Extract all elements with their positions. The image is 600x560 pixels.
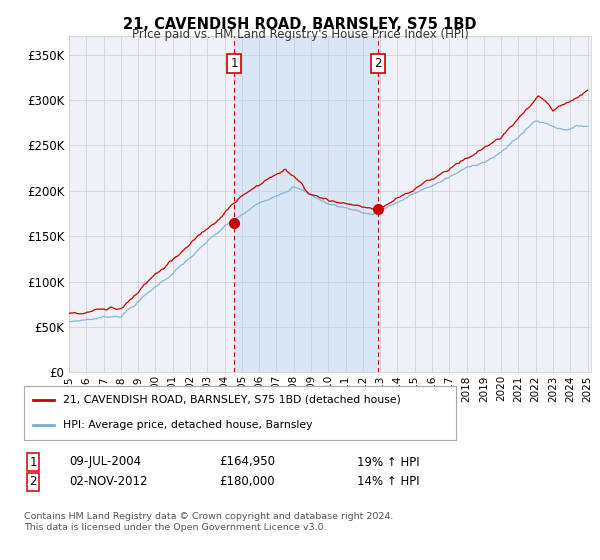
Text: £164,950: £164,950 — [219, 455, 275, 469]
Text: HPI: Average price, detached house, Barnsley: HPI: Average price, detached house, Barn… — [63, 419, 313, 430]
Text: 21, CAVENDISH ROAD, BARNSLEY, S75 1BD (detached house): 21, CAVENDISH ROAD, BARNSLEY, S75 1BD (d… — [63, 395, 401, 405]
Text: 1: 1 — [230, 57, 238, 70]
Bar — [234, 36, 378, 372]
Text: 21, CAVENDISH ROAD, BARNSLEY, S75 1BD: 21, CAVENDISH ROAD, BARNSLEY, S75 1BD — [123, 17, 477, 32]
Text: 02-NOV-2012: 02-NOV-2012 — [69, 475, 148, 488]
Text: 2: 2 — [374, 57, 382, 70]
Text: 19% ↑ HPI: 19% ↑ HPI — [357, 455, 419, 469]
Text: £180,000: £180,000 — [219, 475, 275, 488]
Text: Price paid vs. HM Land Registry's House Price Index (HPI): Price paid vs. HM Land Registry's House … — [131, 28, 469, 41]
Text: Contains HM Land Registry data © Crown copyright and database right 2024.
This d: Contains HM Land Registry data © Crown c… — [24, 512, 394, 532]
Text: 1: 1 — [29, 455, 37, 469]
Text: 09-JUL-2004: 09-JUL-2004 — [69, 455, 141, 469]
Text: 14% ↑ HPI: 14% ↑ HPI — [357, 475, 419, 488]
Text: 2: 2 — [29, 475, 37, 488]
